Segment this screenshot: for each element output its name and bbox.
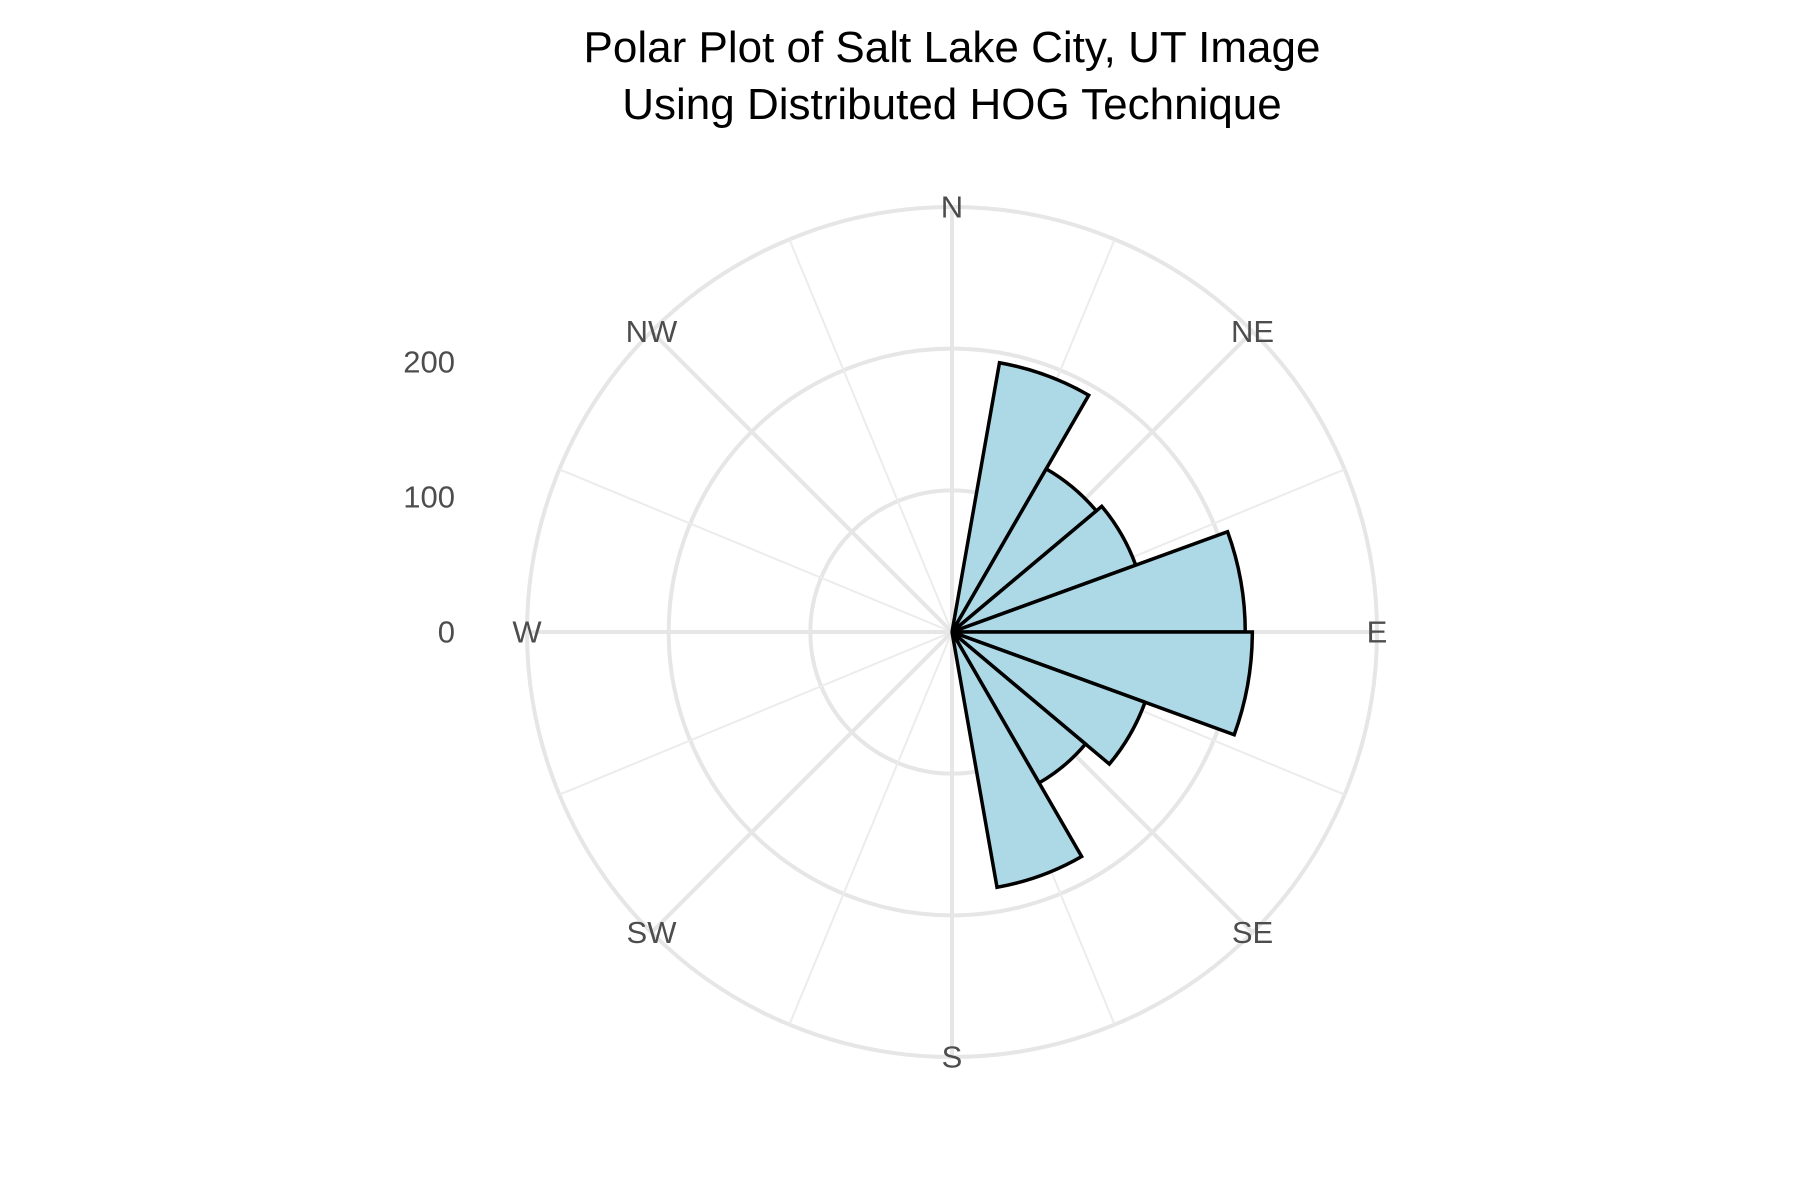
chart-title-line-2: Using Distributed HOG Technique [622,80,1282,129]
direction-label-n: N [941,190,963,225]
direction-label-nw: NW [626,314,678,349]
grid-spoke-minor [788,631,953,1026]
grid-spoke-nw [650,330,954,634]
grid-spoke-sw [650,630,954,934]
bar-120deg [950,630,1148,767]
direction-label-s: S [942,1040,963,1075]
direction-label-ne: NE [1231,314,1274,349]
direction-label-sw: SW [627,915,678,950]
direction-label-e: E [1367,615,1388,650]
radial-tick-label-100: 100 [403,480,455,515]
bar-160deg [950,631,1085,890]
radial-tick-label-0: 0 [438,615,455,650]
grid-spoke-minor [558,468,953,633]
bar-20deg [950,360,1092,633]
chart-title-line-1: Polar Plot of Salt Lake City, UT Image [584,23,1321,72]
grid-spoke-minor [558,631,953,796]
direction-label-w: W [512,615,542,650]
bars [950,360,1255,890]
direction-label-se: SE [1232,915,1273,950]
grid-spoke-minor [788,238,953,633]
radial-tick-label-200: 200 [403,345,455,380]
axis-labels: N NE E SE S SW W NW 0 100 200 [403,190,1387,1075]
